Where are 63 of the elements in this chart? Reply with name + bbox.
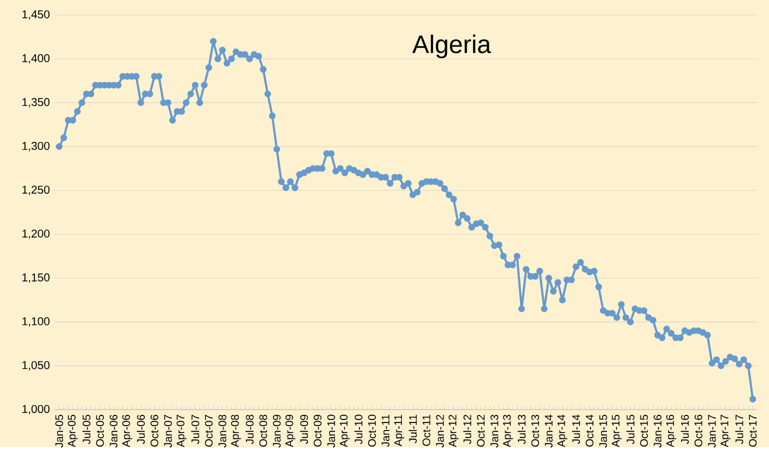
x-tick-label: Jul-15 bbox=[626, 414, 634, 444]
x-tick-label: Jan-10 bbox=[327, 414, 336, 448]
x-tick-label: Oct-05 bbox=[96, 414, 104, 447]
x-tick-label: Jan-17 bbox=[708, 414, 716, 448]
x-tick-label: Jan-12 bbox=[436, 414, 444, 448]
x-tick-label: Apr-05 bbox=[68, 414, 78, 448]
text: Algeria bbox=[412, 34, 492, 58]
x-tick-label: Oct-17 bbox=[748, 414, 757, 447]
x-tick-label: Jan-09 bbox=[272, 414, 281, 448]
x-tick-label: Jul-08 bbox=[246, 414, 254, 444]
x-tick-label: Oct-15 bbox=[640, 414, 648, 447]
x-tick-label: Jan-05 bbox=[55, 414, 64, 448]
x-tick-label: Jan-11 bbox=[382, 414, 390, 447]
x-tick-label: Oct-12 bbox=[476, 414, 485, 447]
x-tick-label: Jul-17 bbox=[735, 414, 744, 444]
x-tick-label: Apr-17 bbox=[720, 414, 730, 448]
y-tick-label: 1,000 bbox=[22, 404, 50, 414]
x-tick-label: Oct-16 bbox=[694, 414, 702, 447]
x-tick-label: Jul-11 bbox=[408, 414, 417, 444]
x-tick-label: Jul-12 bbox=[463, 414, 472, 444]
x-tick-label: Jul-16 bbox=[680, 414, 689, 444]
y-tick-label: 1,300 bbox=[22, 142, 50, 152]
x-tick-label: Jan-08 bbox=[218, 414, 226, 448]
x-tick-label: Oct-10 bbox=[368, 414, 376, 447]
x-tick-label: Apr-14 bbox=[557, 414, 568, 448]
y-tick-label: 1,200 bbox=[22, 229, 50, 239]
x-tick-label: Oct-08 bbox=[259, 414, 268, 447]
x-tick-label: Oct-06 bbox=[150, 414, 158, 447]
y-tick-label: 1,350 bbox=[22, 98, 50, 108]
y-tick-label: 1,450 bbox=[22, 10, 50, 20]
x-tick-label: Oct-07 bbox=[204, 414, 213, 447]
x-tick-label: Apr-09 bbox=[285, 414, 296, 448]
x-tick-label: Apr-15 bbox=[612, 414, 622, 448]
x-tick-label: Apr-11 bbox=[394, 414, 404, 446]
x-tick-label: Oct-13 bbox=[531, 414, 540, 447]
y-tick-label: 1,150 bbox=[22, 273, 50, 283]
x-tick-label: Apr-12 bbox=[448, 414, 459, 448]
x-tick-label: Apr-16 bbox=[666, 414, 676, 448]
x-tick-label: Jul-07 bbox=[191, 414, 200, 444]
x-tick-label: Jul-13 bbox=[518, 414, 526, 444]
x-tick-label: Apr-08 bbox=[231, 414, 241, 448]
x-tick-label: Apr-10 bbox=[340, 414, 350, 448]
x-tick-label: Jan-16 bbox=[654, 414, 662, 448]
y-tick-label: 1,050 bbox=[22, 361, 50, 370]
x-tick-label: Jul-06 bbox=[136, 414, 145, 444]
x-tick-label: Jan-14 bbox=[544, 414, 553, 448]
x-tick-label: Oct-11 bbox=[422, 414, 430, 446]
x-tick-label: Jul-09 bbox=[300, 414, 308, 444]
x-tick-label: Jul-14 bbox=[572, 414, 580, 444]
x-tick-label: Jan-07 bbox=[164, 414, 172, 448]
x-tick-label: Oct-09 bbox=[314, 414, 322, 447]
x-tick-label: Apr-07 bbox=[176, 414, 187, 448]
x-tick-label: Jul-05 bbox=[82, 414, 90, 444]
x-tick-label: Jan-06 bbox=[110, 414, 118, 448]
x-tick-label: Jul-10 bbox=[354, 414, 362, 444]
y-tick-label: 1,250 bbox=[22, 186, 50, 195]
y-tick-label: 1,400 bbox=[22, 54, 50, 64]
x-tick-label: Apr-06 bbox=[122, 414, 132, 448]
y-tick-label: 1,100 bbox=[22, 317, 50, 327]
x-tick-label: Jan-13 bbox=[490, 414, 498, 448]
x-tick-label: Oct-14 bbox=[586, 414, 594, 447]
x-tick-label: Jan-15 bbox=[599, 414, 608, 448]
x-tick-label: Apr-13 bbox=[503, 414, 513, 448]
